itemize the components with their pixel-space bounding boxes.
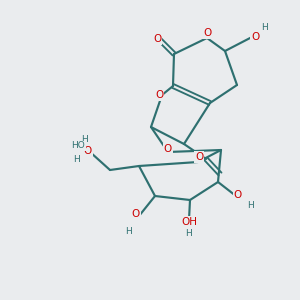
Text: HO: HO [71,142,85,151]
Text: O: O [153,34,161,44]
Text: O: O [234,190,242,200]
Text: H: H [124,226,131,236]
Text: OH: OH [181,217,197,227]
Text: O: O [155,90,163,100]
Text: O: O [195,152,203,162]
Text: O: O [164,144,172,154]
Text: H: H [186,230,192,238]
Text: H: H [73,154,80,164]
Text: O: O [251,32,259,42]
Text: O: O [132,209,140,219]
Text: H: H [247,202,254,211]
Text: O: O [84,146,92,156]
Text: H: H [262,23,268,32]
Text: O: O [203,28,211,38]
Text: H: H [81,136,87,145]
